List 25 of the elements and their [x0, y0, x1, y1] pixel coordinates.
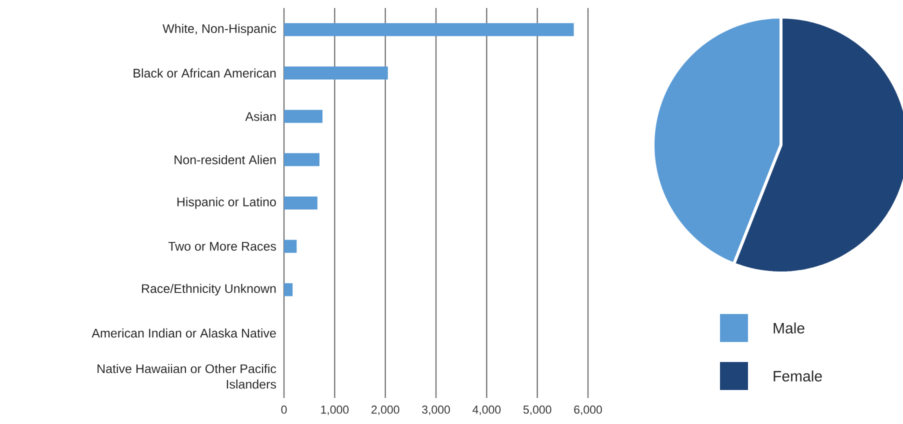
bar [284, 196, 318, 210]
x-tick-label: 6,000 [574, 406, 602, 416]
bar [284, 110, 323, 123]
y-tick-label: Two or More Races [168, 242, 276, 251]
bar [284, 283, 293, 296]
x-tick-label: 5,000 [523, 406, 552, 416]
legend-label: Male [774, 322, 804, 334]
bar [284, 66, 388, 80]
x-tick-label: 1,000 [321, 406, 349, 416]
bar [284, 153, 320, 166]
y-tick-label: Black or African American [134, 68, 276, 78]
bar [284, 240, 297, 253]
legend-label: Female [774, 370, 822, 382]
x-tick-label: 0 [281, 406, 287, 414]
y-tick-label: Asian [245, 112, 276, 121]
bar [284, 23, 574, 36]
x-tick-label: 4,000 [472, 406, 501, 416]
y-tick-label: White, Non-Hispanic [162, 24, 276, 36]
x-tick-label: 3,000 [422, 406, 450, 416]
y-tick-label: American Indian or Alaska Native [92, 328, 276, 338]
y-tick-label: Non-resident Alien [174, 155, 276, 164]
y-tick-label: Native Hawaiian or Other Pacific Islanders [98, 364, 276, 389]
x-tick-label: 2,000 [372, 406, 400, 416]
y-tick-label: Hispanic or Latino [177, 197, 276, 209]
y-tick-label: Race/Ethnicity Unknown [142, 284, 276, 296]
